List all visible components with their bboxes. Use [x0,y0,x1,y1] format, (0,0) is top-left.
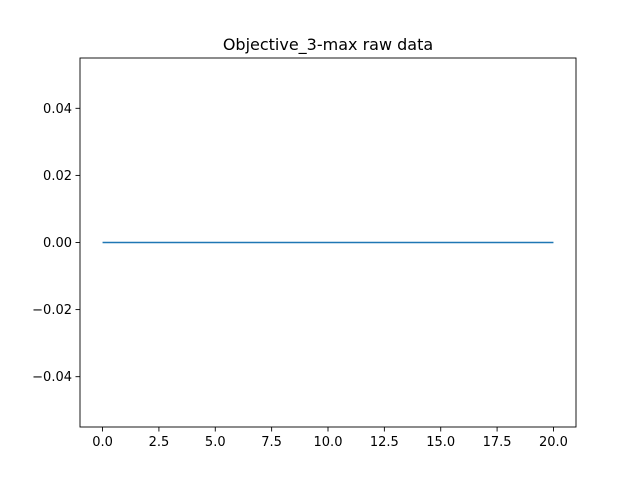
x-tick-label: 0.0 [92,435,113,450]
x-tick-label: 10.0 [314,435,343,450]
plot-area: 0.0 2.5 5.0 7.5 10.0 12.5 15.0 17.5 20.0 −0.04 −0.… [32,57,577,450]
chart-title: Objective_3-max raw data [223,35,433,55]
x-tick-label: 20.0 [539,435,568,450]
x-tick-label: 2.5 [149,435,170,450]
y-tick-label: 0.00 [43,236,72,251]
y-tick-label: −0.04 [32,370,72,385]
x-tick-label: 5.0 [205,435,226,450]
x-tick-label: 7.5 [261,435,282,450]
y-tick-label: 0.04 [43,102,72,117]
y-tick-label: −0.02 [32,303,72,318]
x-tick-label: 17.5 [483,435,512,450]
y-tick-label: 0.02 [43,169,72,184]
x-tick-label: 12.5 [370,435,399,450]
x-tick-label: 15.0 [426,435,455,450]
